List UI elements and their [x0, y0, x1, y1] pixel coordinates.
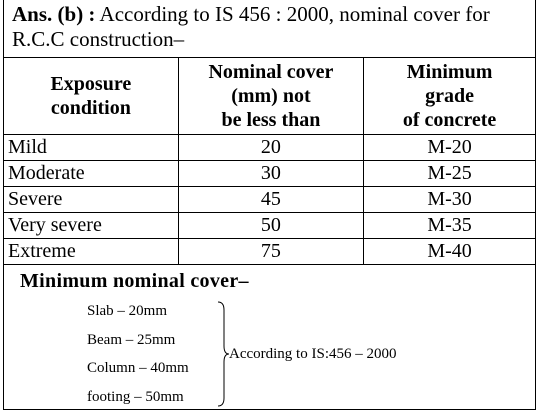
table-cell: Moderate: [3, 160, 179, 187]
table-cell: 20: [177, 134, 365, 161]
table-cell: 75: [177, 238, 365, 265]
summary-item: Column – 40mm: [87, 360, 189, 376]
table-cell: M-40: [363, 238, 536, 265]
header-line: be less than: [221, 109, 321, 131]
header-line: grade: [425, 85, 475, 107]
header-line: condition: [50, 97, 131, 119]
table-cell: 50: [177, 212, 365, 239]
header-line: Exposure: [50, 73, 132, 95]
table-cell: Very severe: [3, 212, 179, 239]
header-cell: Nominal cover (mm) not be less than: [177, 57, 365, 135]
summary-item: Slab – 20mm: [87, 303, 168, 319]
table-cell: Extreme: [3, 238, 179, 265]
table-cell: M-25: [363, 160, 536, 187]
summary-note: According to IS:456 – 2000: [229, 346, 397, 362]
summary-item: footing – 50mm: [87, 388, 184, 405]
cover-table: Exposure condition Nominal cover (mm) not be…: [3, 57, 536, 265]
header-line: of concrete: [402, 109, 497, 131]
table-row: Moderate 30 M-25: [3, 160, 536, 187]
answer-text: According to IS 456 : 2000, nominal cove…: [12, 2, 490, 51]
summary-title: Minimum nominal cover–: [20, 270, 249, 292]
table-row: Mild 20 M-20: [3, 134, 536, 161]
header-row: Exposure condition Nominal cover (mm) not be…: [3, 57, 536, 135]
table-cell: M-30: [363, 186, 536, 213]
header-cell: Exposure condition: [3, 57, 179, 135]
answer-box: Ans. (b) : According to IS 456 : 2000, n…: [3, 0, 536, 410]
header-cell: Minimum grade of concrete: [363, 57, 536, 135]
answer: Ans. (b) : According to IS 456 : 2000, n…: [12, 2, 527, 52]
header-line: (mm) not: [231, 85, 311, 107]
table-row: Extreme 75 M-40: [3, 238, 536, 265]
header-line: Minimum: [406, 61, 493, 83]
answer-label: Ans. (b) :: [12, 2, 96, 26]
header-line: Nominal cover: [208, 61, 334, 83]
table-cell: Mild: [3, 134, 179, 161]
table-cell: Severe: [3, 186, 179, 213]
table-cell: M-20: [363, 134, 536, 161]
table-row: Severe 45 M-30: [3, 186, 536, 213]
brace-path: [217, 301, 230, 407]
summary-item: Beam – 25mm: [87, 331, 176, 348]
